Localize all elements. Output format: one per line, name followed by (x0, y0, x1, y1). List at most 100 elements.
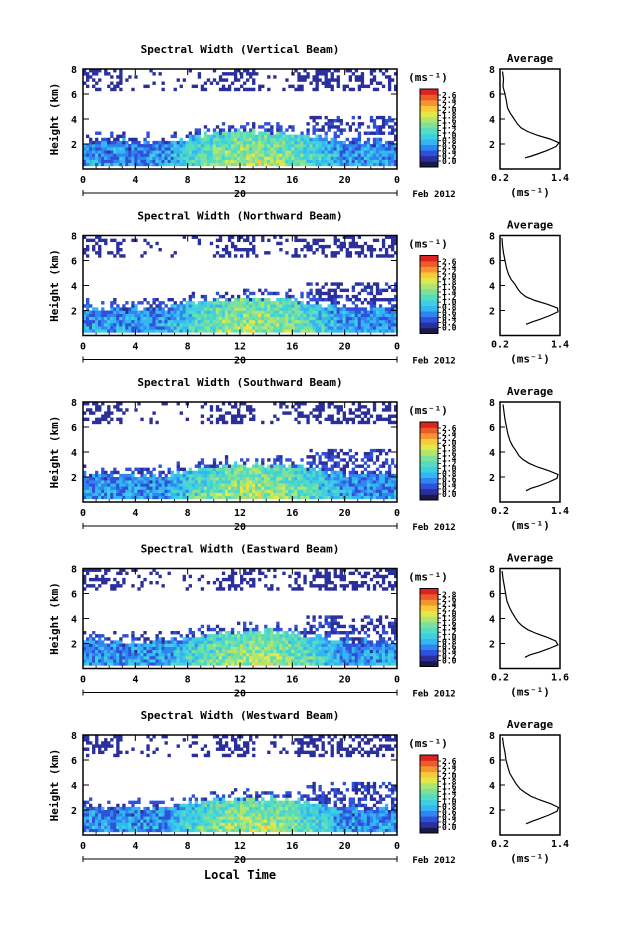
panel-3: Spectral Width (Southward Beam)8642Heigh… (48, 376, 569, 533)
heatmap-cell (158, 646, 162, 651)
heatmap-cell (294, 323, 298, 327)
heatmap-cell (360, 319, 365, 324)
heatmap-cell (197, 480, 202, 484)
heatmap-cell (309, 326, 313, 330)
heatmap-cell (212, 323, 217, 327)
heatmap-cell (249, 134, 253, 139)
heatmap-cell (348, 254, 353, 258)
heatmap-cell (194, 137, 199, 142)
heatmap-cell (327, 288, 331, 293)
heatmap-cell (137, 162, 141, 167)
heatmap-cell (240, 316, 244, 321)
heatmap-cell (83, 577, 87, 582)
heatmap-cell (236, 310, 241, 314)
heatmap-cell (336, 153, 340, 157)
heatmap-cell (179, 473, 183, 478)
heatmap-cell (215, 137, 220, 142)
height-tick-label: 6 (71, 423, 77, 434)
heatmap-cell (378, 159, 383, 164)
heatmap-cell (152, 656, 156, 660)
heatmap-cell (137, 301, 141, 305)
heatmap-cell (345, 122, 349, 126)
heatmap-cell (249, 144, 253, 148)
heatmap-cell (291, 128, 295, 132)
heatmap-cell (270, 304, 274, 308)
heatmap-cell (131, 316, 135, 321)
heatmap-cell (197, 326, 202, 330)
heatmap-cell (303, 470, 307, 475)
heatmap-cell (267, 467, 271, 472)
heatmap-cell (200, 473, 205, 478)
heatmap-cell (333, 162, 337, 167)
heatmap-cell (197, 627, 202, 632)
heatmap-cell (294, 477, 298, 481)
heatmap-cell (236, 298, 241, 302)
heatmap-cell (167, 319, 171, 324)
heatmap-cell (122, 473, 126, 478)
heatmap-cell (149, 477, 153, 481)
heatmap-cell (170, 323, 174, 327)
heatmap-cell (366, 326, 371, 330)
heatmap-cell (119, 78, 123, 82)
heatmap-cell (249, 140, 253, 145)
heatmap-cell (252, 480, 256, 484)
heatmap-cell (143, 298, 147, 302)
heatmap-cell (221, 649, 226, 654)
heatmap-cell (161, 307, 165, 311)
heatmap-cell (309, 150, 313, 154)
heatmap-cell (98, 643, 102, 647)
heatmap-cell (336, 329, 340, 333)
heatmap-cell (107, 646, 111, 651)
heatmap-cell (321, 405, 325, 409)
heatmap-cell (336, 84, 340, 89)
heatmap-cell (110, 652, 114, 657)
heatmap-cell (387, 162, 392, 167)
heatmap-cell (95, 634, 99, 638)
heatmap-cell (300, 150, 304, 154)
heatmap-cell (339, 122, 343, 126)
heatmap-cell (318, 304, 322, 308)
heatmap-cell (125, 634, 129, 638)
heatmap-cell (297, 420, 301, 425)
heatmap-cell (300, 467, 304, 472)
heatmap-cell (378, 323, 383, 327)
heatmap-cell (227, 411, 232, 415)
heatmap-cell (104, 637, 108, 641)
heatmap-cell (357, 162, 362, 167)
heatmap-cell (243, 288, 247, 293)
heatmap-cell (197, 241, 202, 246)
heatmap-cell (179, 656, 183, 660)
heatmap-cell (285, 473, 289, 478)
heatmap-cell (167, 495, 171, 500)
heatmap-cell (236, 464, 241, 468)
heatmap-cell (140, 584, 144, 588)
heatmap-cell (179, 316, 183, 321)
heatmap-cell (255, 298, 259, 302)
heatmap-cell (128, 473, 132, 478)
heatmap-cell (369, 455, 374, 459)
heatmap-cell (381, 461, 386, 465)
height-axis-label: Height (km) (48, 83, 61, 156)
heatmap-cell (333, 119, 337, 123)
heatmap-cell (261, 467, 265, 472)
heatmap-cell (249, 483, 253, 487)
heatmap-cell (179, 640, 183, 644)
heatmap-cell (212, 134, 217, 139)
heatmap-cell (330, 159, 334, 164)
heatmap-cell (125, 659, 129, 663)
heatmap-cell (252, 162, 256, 167)
heatmap-cell (98, 235, 102, 239)
heatmap-cell (240, 137, 244, 142)
heatmap-cell (224, 455, 229, 459)
colorbar-swatch (420, 288, 438, 295)
heatmap-cell (158, 643, 162, 647)
heatmap-cell (218, 304, 223, 308)
heatmap-cell (270, 159, 274, 164)
heatmap-cell (131, 310, 135, 314)
heatmap-cell (155, 646, 159, 651)
heatmap-cell (240, 652, 244, 657)
heatmap-cell (375, 455, 380, 459)
heatmap-cell (345, 420, 349, 425)
heatmap-cell (360, 307, 365, 311)
heatmap-cell (360, 150, 365, 154)
